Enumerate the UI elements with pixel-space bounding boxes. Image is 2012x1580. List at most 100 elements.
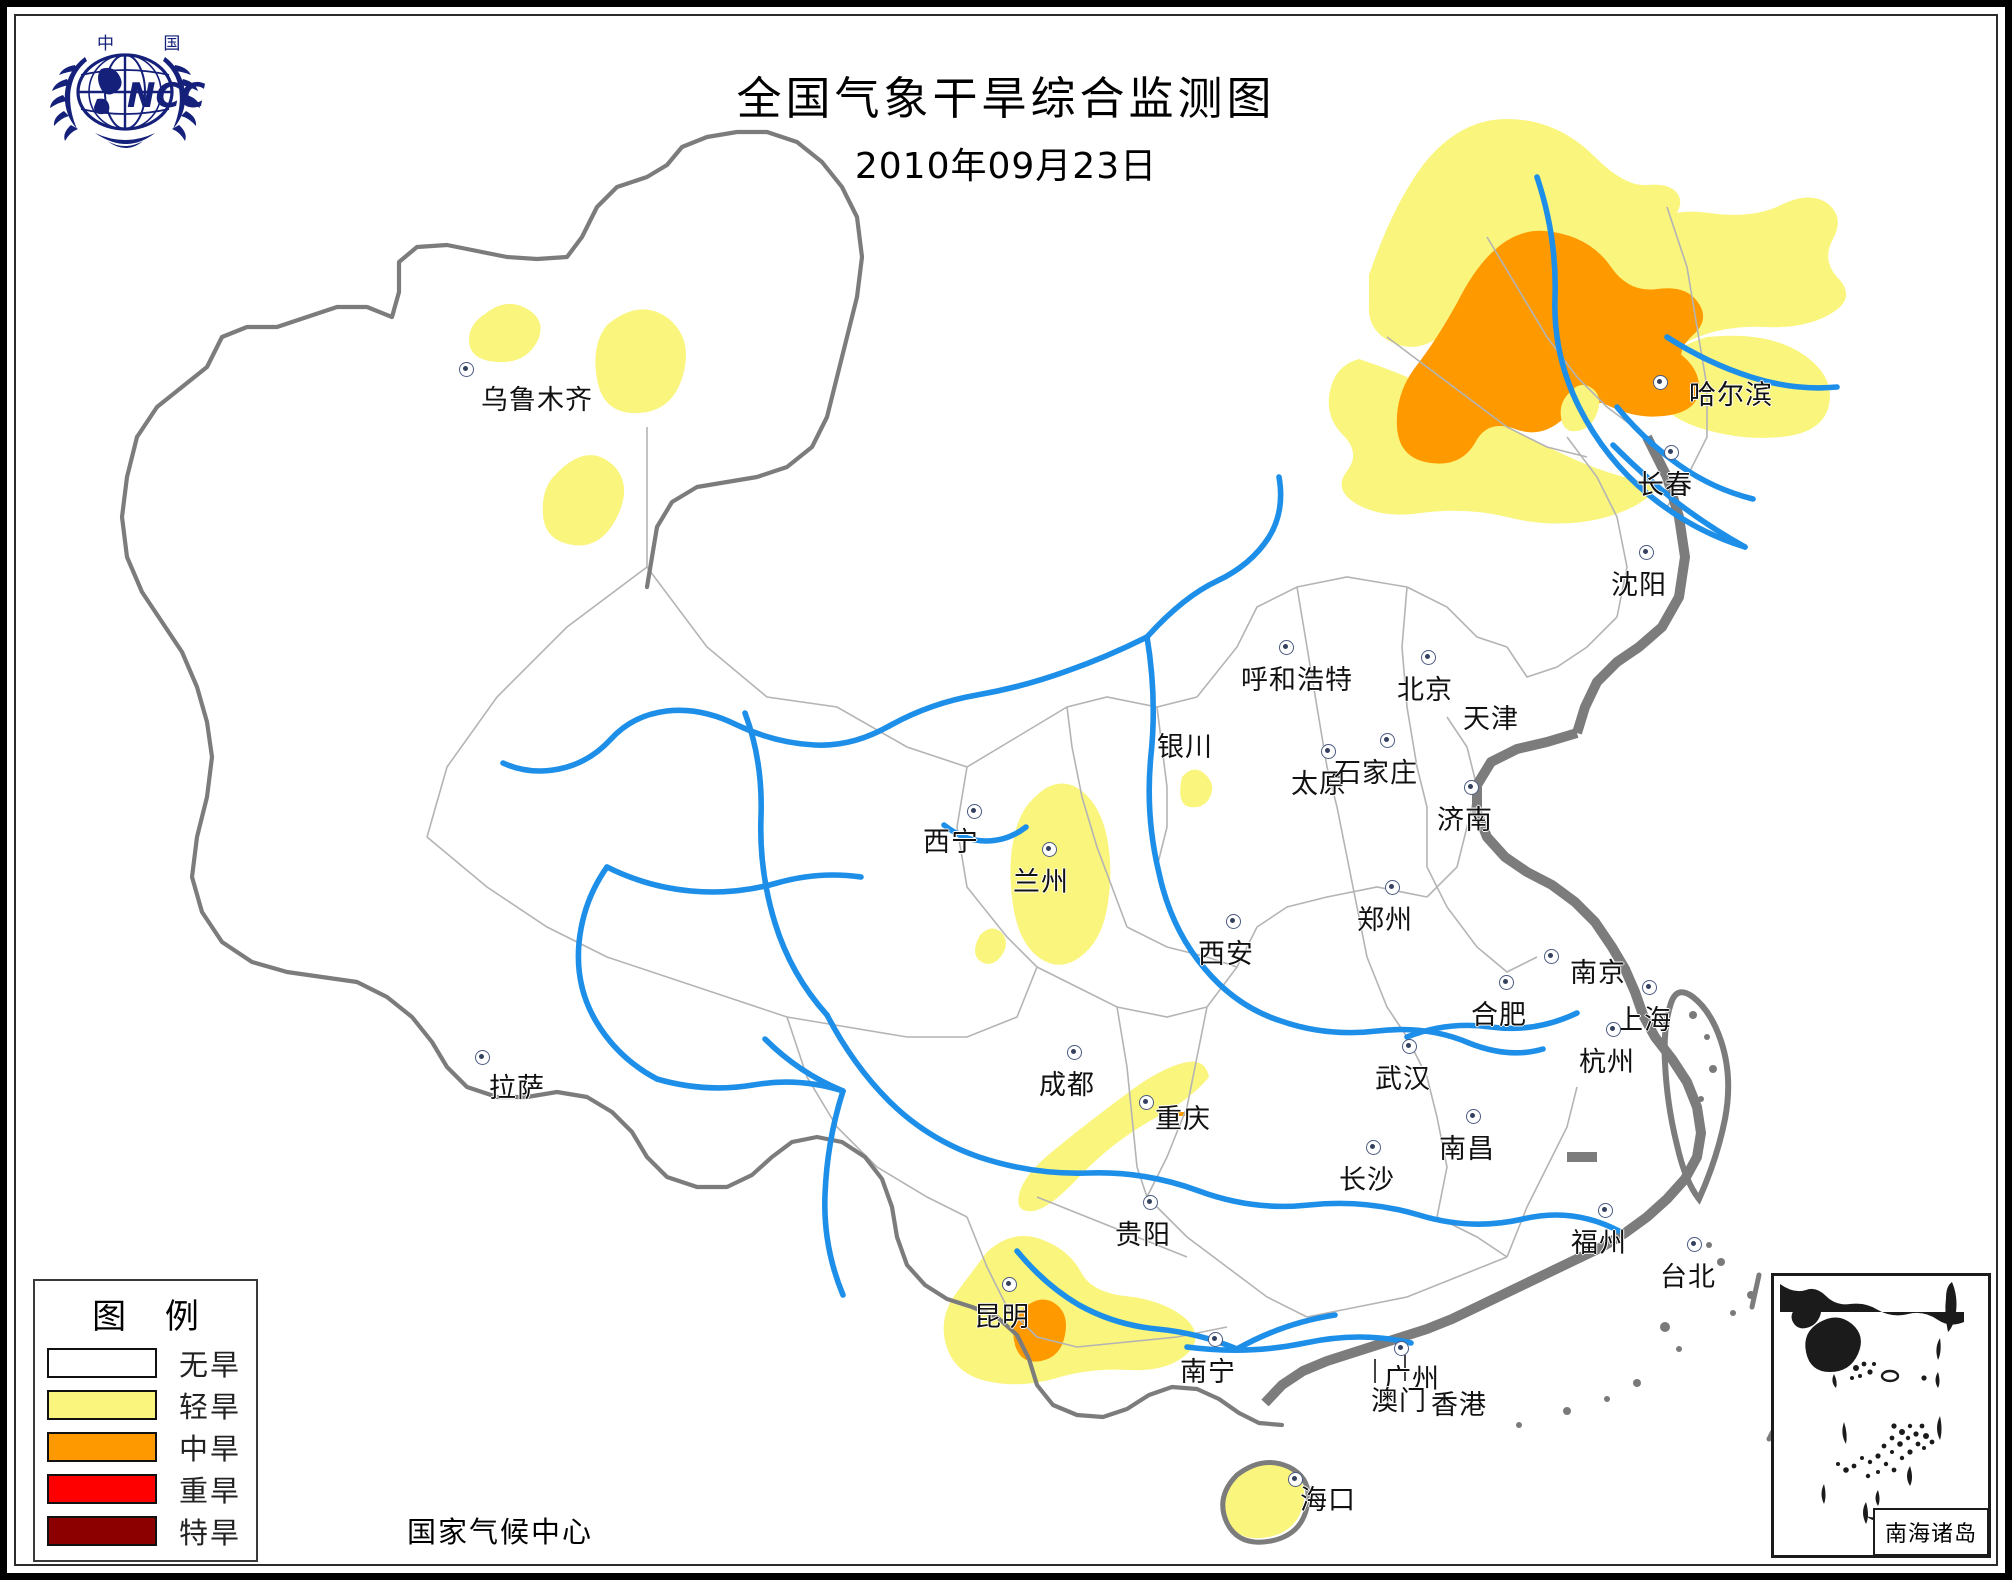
city-name: 南宁 <box>1180 1357 1236 1388</box>
inset-label: 南海诸岛 <box>1884 1522 1977 1547</box>
national-border <box>119 129 1285 1428</box>
city-marker-icon <box>1366 1140 1381 1155</box>
city-marker-icon <box>1380 733 1395 748</box>
credit-text: 国家气候中心 <box>407 1515 594 1549</box>
city-name: 郑州 <box>1357 905 1413 936</box>
city-marker-icon <box>1687 1237 1702 1252</box>
inset-label-box: 南海诸岛 <box>1873 1508 1989 1556</box>
city-marker-icon <box>1653 375 1668 390</box>
drought-xinjiang-east-light <box>595 309 686 414</box>
south-china-sea-inset: 南海诸岛 <box>1771 1273 1991 1558</box>
logo-acronym: NCC <box>127 76 205 116</box>
city-marker-icon <box>1421 650 1436 665</box>
city-name: 武汉 <box>1375 1064 1431 1095</box>
city-marker-icon <box>1208 1332 1223 1347</box>
city-name: 西宁 <box>923 827 979 858</box>
city-name: 成都 <box>1039 1070 1095 1101</box>
hk-macau-ticks <box>1374 1355 1406 1383</box>
drought-ningxia-small-light <box>1180 769 1213 808</box>
drought-hainan-light <box>1223 1462 1305 1539</box>
city-name: 合肥 <box>1471 1000 1527 1031</box>
city-marker-icon <box>1288 1472 1303 1487</box>
legend-label: 中旱 <box>179 1432 242 1466</box>
city-marker-icon <box>1067 1045 1082 1060</box>
drought-yunnan-moderate-core <box>1013 1299 1066 1362</box>
city-name: 西安 <box>1198 939 1254 970</box>
city-marker-icon <box>1226 914 1241 929</box>
legend-label: 重旱 <box>179 1474 242 1508</box>
city-marker-icon <box>1385 880 1400 895</box>
legend-box: 图 例 无旱轻旱中旱重旱特旱 <box>33 1279 258 1562</box>
legend-title: 图 例 <box>92 1297 213 1337</box>
city-label: 澳门 <box>1371 1379 1427 1418</box>
map-frame <box>14 14 1998 1566</box>
drought-layer <box>469 119 1847 1539</box>
drought-northeast-light-far-east <box>1652 335 1830 438</box>
legend-label: 无旱 <box>179 1348 242 1382</box>
city-name: 银川 <box>1157 732 1213 763</box>
city-marker-icon <box>1394 1341 1409 1356</box>
city-name: 广州 <box>1384 1364 1440 1395</box>
drought-yunnan-light <box>943 1236 1196 1385</box>
legend-row: 重旱 <box>35 1468 256 1510</box>
city-marker-icon <box>1402 1039 1417 1054</box>
legend-rows: 无旱轻旱中旱重旱特旱 <box>35 1342 256 1552</box>
city-marker-icon <box>1544 949 1559 964</box>
city-name: 香港 <box>1431 1390 1487 1421</box>
city-marker-icon <box>1139 1095 1154 1110</box>
legend-row: 轻旱 <box>35 1384 256 1426</box>
legend-label: 特旱 <box>179 1516 242 1550</box>
legend-row: 中旱 <box>35 1426 256 1468</box>
offshore-islands <box>1516 1011 1755 1428</box>
legend-swatch <box>47 1474 157 1504</box>
city-name: 澳门 <box>1371 1386 1427 1417</box>
city-marker-icon <box>475 1050 490 1065</box>
city-name: 福州 <box>1571 1228 1627 1259</box>
city-marker-icon <box>1642 980 1657 995</box>
city-name: 太原 <box>1291 769 1347 800</box>
page-title: 全国气象干旱综合监测图 <box>736 72 1276 125</box>
city-marker-icon <box>1143 1195 1158 1210</box>
city-name: 长沙 <box>1339 1165 1395 1196</box>
drought-xinjiang-north-light <box>469 303 541 363</box>
city-marker-icon <box>1499 975 1514 990</box>
drought-qinghai-small-light <box>975 928 1006 964</box>
city-name: 昆明 <box>974 1302 1030 1333</box>
city-name: 台北 <box>1660 1262 1716 1293</box>
drought-xinjiang-urumqi-light <box>542 455 625 546</box>
ncc-logo: NCC 中 国 <box>45 29 205 154</box>
city-marker-icon <box>1466 1109 1481 1124</box>
city-name: 沈阳 <box>1611 570 1667 601</box>
city-name: 上海 <box>1616 1005 1672 1036</box>
city-name: 兰州 <box>1013 867 1069 898</box>
city-marker-icon <box>1002 1277 1017 1292</box>
hainan-island <box>1220 1460 1311 1545</box>
city-name: 北京 <box>1397 675 1453 706</box>
legend-swatch <box>47 1432 157 1462</box>
legend-row: 特旱 <box>35 1510 256 1552</box>
city-name: 海口 <box>1300 1485 1356 1516</box>
city-marker-icon <box>1664 445 1679 460</box>
city-name: 南昌 <box>1439 1134 1495 1165</box>
city-marker-icon <box>1279 640 1294 655</box>
rivers <box>500 174 1840 1353</box>
legend-swatch <box>47 1516 157 1546</box>
city-label: 香港 <box>1431 1383 1487 1422</box>
city-name: 乌鲁木齐 <box>481 385 593 416</box>
city-name: 长春 <box>1637 470 1693 501</box>
legend-swatch <box>47 1348 157 1378</box>
city-name: 石家庄 <box>1334 758 1418 789</box>
city-marker-icon <box>1606 1022 1621 1037</box>
china-map <box>7 7 2005 1573</box>
logo-top-text: 中 国 <box>97 34 202 54</box>
city-name: 拉萨 <box>489 1073 545 1104</box>
city-name: 南京 <box>1570 958 1626 989</box>
legend-label: 轻旱 <box>179 1390 242 1424</box>
city-marker-icon <box>1464 780 1479 795</box>
city-marker-icon <box>1639 545 1654 560</box>
city-marker-icon <box>1042 842 1057 857</box>
city-marker-icon <box>1321 744 1336 759</box>
drought-gansu-lanzhou-light <box>1010 783 1111 965</box>
city-marker-icon <box>1598 1203 1613 1218</box>
